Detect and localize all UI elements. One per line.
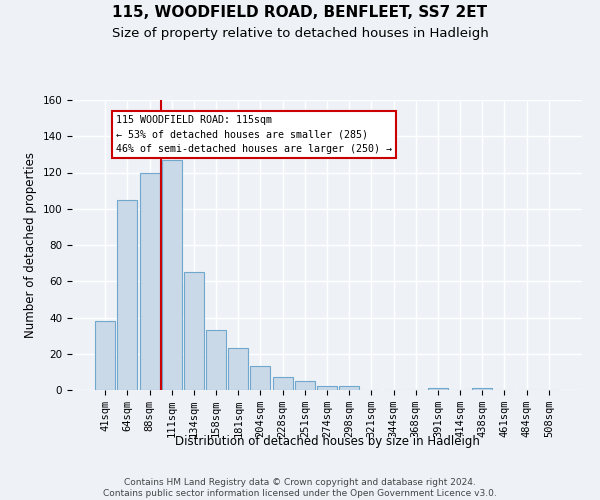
Text: Contains HM Land Registry data © Crown copyright and database right 2024.
Contai: Contains HM Land Registry data © Crown c… [103,478,497,498]
Bar [95,321,115,390]
Bar [228,348,248,390]
Text: 115 WOODFIELD ROAD: 115sqm
← 53% of detached houses are smaller (285)
46% of sem: 115 WOODFIELD ROAD: 115sqm ← 53% of deta… [116,114,392,154]
Bar [295,381,315,390]
Bar [272,378,293,390]
Bar [162,160,182,390]
Bar [140,172,160,390]
Text: 115, WOODFIELD ROAD, BENFLEET, SS7 2ET: 115, WOODFIELD ROAD, BENFLEET, SS7 2ET [112,5,488,20]
Bar [206,330,226,390]
Text: Size of property relative to detached houses in Hadleigh: Size of property relative to detached ho… [112,28,488,40]
Bar [428,388,448,390]
Y-axis label: Number of detached properties: Number of detached properties [24,152,37,338]
Bar [339,386,359,390]
Bar [184,272,204,390]
Bar [317,386,337,390]
Bar [118,200,137,390]
Bar [472,388,492,390]
Text: Distribution of detached houses by size in Hadleigh: Distribution of detached houses by size … [175,435,479,448]
Bar [250,366,271,390]
